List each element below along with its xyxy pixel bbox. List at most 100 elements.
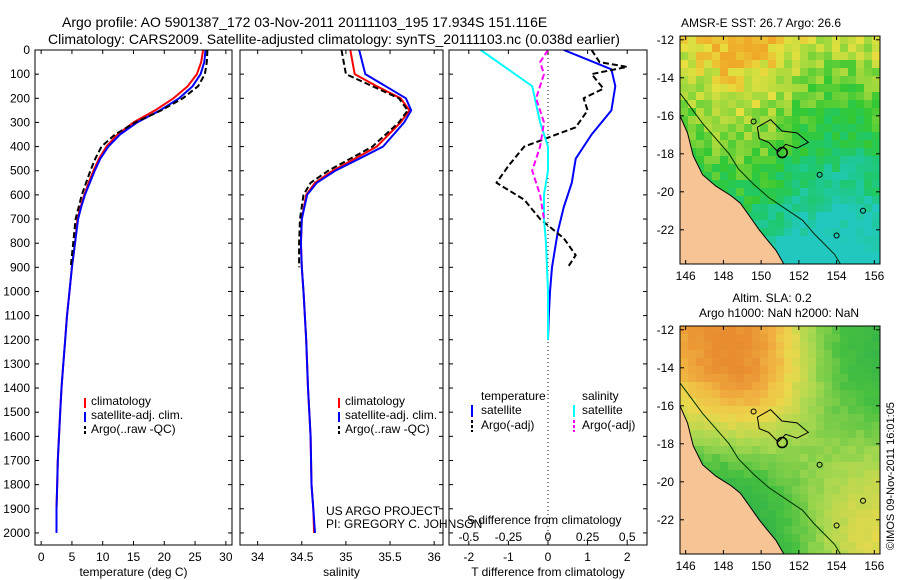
map-cell: [736, 188, 745, 197]
map-cell: [744, 204, 753, 213]
map-cell: [728, 36, 737, 45]
map-cell: [824, 188, 833, 197]
map-cell: [784, 244, 793, 253]
map-cell: [808, 358, 817, 367]
legend-label-t-argo: Argo(-adj): [481, 418, 534, 432]
map-cell: [736, 382, 745, 391]
map-cell: [808, 164, 817, 173]
map-cell: [856, 180, 865, 189]
map-cell: [864, 108, 873, 117]
map-cell: [816, 334, 825, 343]
map-cell: [824, 124, 833, 133]
map-cell: [856, 100, 865, 109]
map-cell: [752, 334, 761, 343]
map-cell: [784, 180, 793, 189]
map-cell: [840, 116, 849, 125]
map-cell: [760, 406, 769, 415]
map-cell: [696, 350, 705, 359]
map-cell: [848, 374, 857, 383]
map-cell: [784, 52, 793, 61]
map-cell: [712, 382, 721, 391]
map-cell: [848, 502, 857, 511]
map-cell: [848, 326, 857, 335]
map-cell: [856, 422, 865, 431]
map-cell: [800, 542, 809, 551]
map-cell: [800, 164, 809, 173]
map-cell: [864, 518, 873, 527]
map-cell: [792, 244, 801, 253]
map-cell: [816, 350, 825, 359]
map-cell: [784, 236, 793, 245]
map-cell: [856, 342, 865, 351]
map-cell: [832, 76, 841, 85]
map-cell: [832, 228, 841, 237]
map-cell: [696, 382, 705, 391]
map-cell: [800, 366, 809, 375]
map-cell: [824, 36, 833, 45]
map-cell: [848, 92, 857, 101]
temperature-legend: climatology satellite-adj. clim. Argo(..…: [84, 394, 183, 436]
map-cell: [808, 478, 817, 487]
map-cell: [776, 44, 785, 53]
map-cell: [760, 462, 769, 471]
map-cell: [800, 414, 809, 423]
map-cell: [864, 52, 873, 61]
map-cell: [848, 430, 857, 439]
map-cell: [784, 188, 793, 197]
map-cell: [744, 196, 753, 205]
map-cell: [792, 92, 801, 101]
map-cell: [776, 100, 785, 109]
map-cell: [768, 204, 777, 213]
map-cell: [752, 446, 761, 455]
map-cell: [712, 36, 721, 45]
map-cell: [744, 156, 753, 165]
map-cell: [704, 116, 713, 125]
x-tick-label: 10: [96, 550, 110, 564]
map-cell: [832, 244, 841, 253]
map-cell: [760, 422, 769, 431]
map-cell: [832, 406, 841, 415]
map-cell: [720, 462, 729, 471]
map-cell: [816, 462, 825, 471]
map-cell: [688, 326, 697, 335]
legend-label-s-satellite: satellite: [582, 403, 623, 417]
map-cell: [848, 406, 857, 415]
map-cell: [800, 390, 809, 399]
map-cell: [728, 52, 737, 61]
map-cell: [784, 108, 793, 117]
map-cell: [720, 60, 729, 69]
map-cell: [736, 414, 745, 423]
map-cell: [696, 140, 705, 149]
map-cell: [872, 92, 880, 101]
map-cell: [848, 100, 857, 109]
map-cell: [728, 148, 737, 157]
legend-label-t-satellite: satellite: [481, 403, 522, 417]
map-x-tick-label: 150: [751, 559, 771, 573]
map-cell: [760, 438, 769, 447]
map-cell: [840, 204, 849, 213]
map-cell: [816, 188, 825, 197]
map-cell: [808, 204, 817, 213]
map-cell: [792, 100, 801, 109]
map-cell: [792, 228, 801, 237]
land-mass: [680, 115, 785, 264]
map-cell: [816, 100, 825, 109]
map-cell: [872, 510, 880, 519]
map-cell: [712, 140, 721, 149]
map-cell: [776, 188, 785, 197]
map-cell: [872, 148, 880, 157]
map-cell: [712, 374, 721, 383]
map-cell: [752, 204, 761, 213]
map-cell: [832, 140, 841, 149]
map-cell: [728, 454, 737, 463]
map-cell: [744, 76, 753, 85]
map-cell: [832, 164, 841, 173]
map-cell: [792, 534, 801, 543]
map-cell: [872, 398, 880, 407]
map-cell: [712, 446, 721, 455]
map-cell: [816, 518, 825, 527]
map-cell: [832, 204, 841, 213]
map-cell: [848, 220, 857, 229]
map-cell: [800, 260, 809, 264]
map-cell: [720, 358, 729, 367]
